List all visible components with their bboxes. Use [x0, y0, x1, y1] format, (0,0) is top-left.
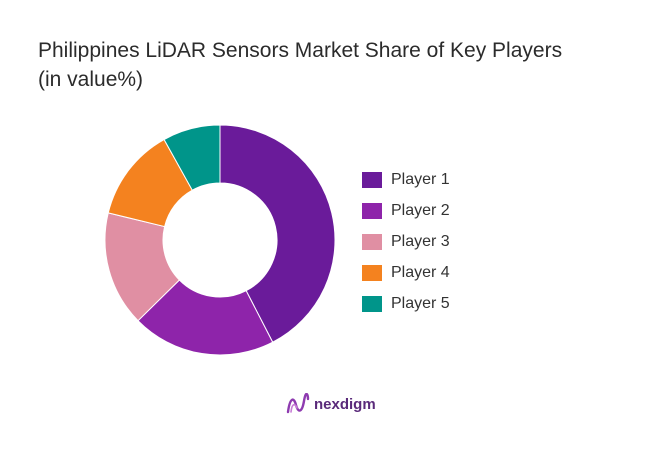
nexdigm-logo-icon — [286, 393, 310, 414]
legend-item-player-4: Player 4 — [362, 263, 450, 283]
chart-title-line-1: Philippines LiDAR Sensors Market Share o… — [38, 39, 563, 62]
donut-slice-player-1 — [219, 124, 336, 343]
legend-swatch-player-4 — [362, 265, 382, 281]
donut-chart — [104, 124, 336, 356]
chart-title-line-2: (in value%) — [38, 68, 144, 91]
legend-swatch-player-1 — [362, 172, 382, 188]
legend-swatch-player-3 — [362, 234, 382, 250]
legend-label-player-2: Player 2 — [391, 202, 450, 219]
legend-label-player-1: Player 1 — [391, 171, 450, 188]
legend-label-player-4: Player 4 — [391, 264, 450, 281]
legend-label-player-3: Player 3 — [391, 233, 450, 250]
donut-slice-player-5 — [163, 124, 221, 191]
legend-item-player-5: Player 5 — [362, 294, 450, 314]
legend-label-player-5: Player 5 — [391, 295, 450, 312]
legend-item-player-3: Player 3 — [362, 232, 450, 252]
chart-title: Philippines LiDAR Sensors Market Share o… — [38, 36, 638, 94]
legend-item-player-1: Player 1 — [362, 170, 450, 190]
brand-logo: nexdigm — [286, 393, 376, 415]
legend-item-player-2: Player 2 — [362, 201, 450, 221]
brand-name: nexdigm — [314, 395, 376, 413]
legend-swatch-player-2 — [362, 203, 382, 219]
legend-swatch-player-5 — [362, 296, 382, 312]
chart-legend: Player 1 Player 2 Player 3 Player 4 Player 5 — [362, 170, 450, 325]
donut-slice-player-2 — [137, 279, 274, 356]
